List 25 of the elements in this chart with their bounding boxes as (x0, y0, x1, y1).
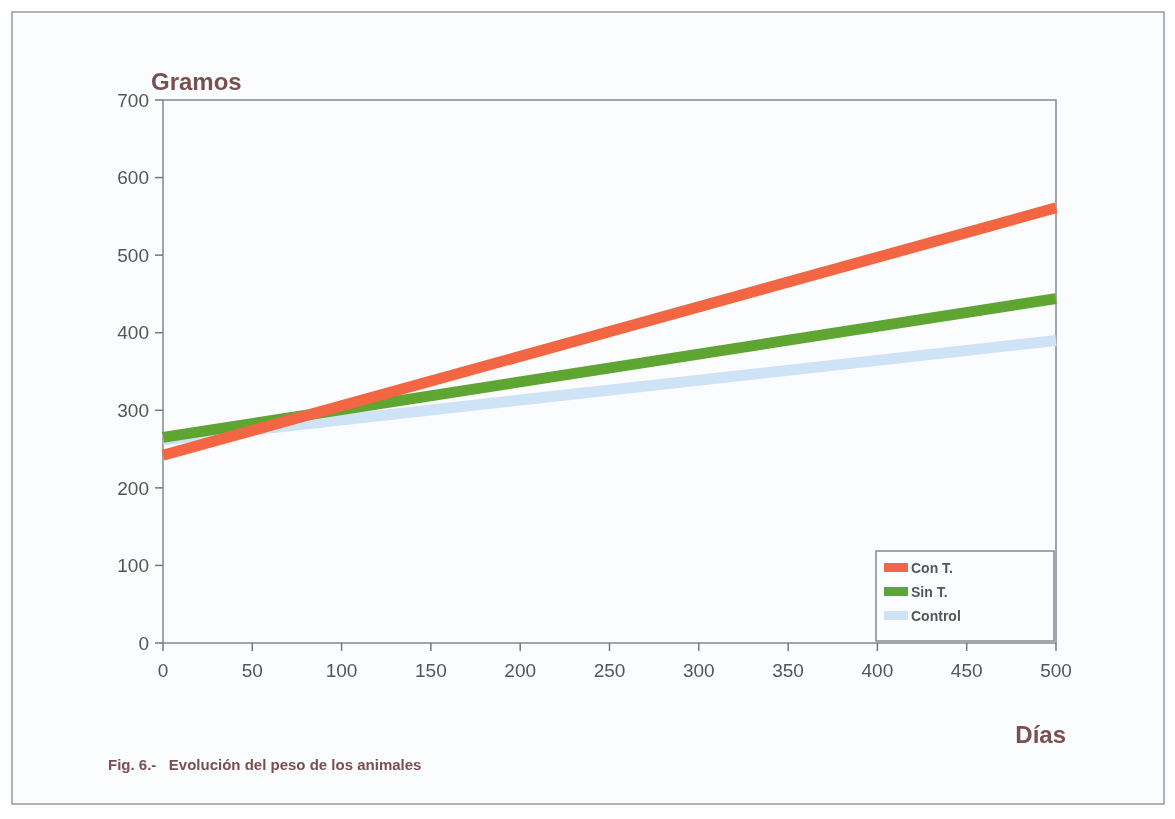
x-tick-label: 500 (1040, 660, 1072, 681)
x-tick-label: 200 (504, 660, 537, 681)
x-tick-label: 50 (241, 660, 263, 681)
x-tick-label: 150 (415, 660, 447, 681)
legend-label: Sin T. (911, 583, 948, 600)
x-tick-label: 350 (772, 660, 804, 681)
y-tick-label: 200 (117, 477, 149, 499)
x-tick-label: 450 (950, 660, 983, 681)
y-tick-label: 400 (117, 322, 149, 344)
x-tick-label: 300 (682, 660, 715, 681)
y-axis-title: Gramos (151, 68, 242, 95)
x-tick-label: 250 (593, 660, 626, 681)
x-tick-label: 0 (157, 660, 169, 681)
y-tick-label: 600 (117, 167, 149, 189)
y-tick-label: 100 (117, 555, 149, 577)
y-tick-label: 0 (138, 632, 149, 654)
x-tick-label: 100 (325, 660, 358, 681)
caption: Fig. 6.- Evolución del peso de los animales (108, 756, 422, 773)
legend-label: Con T. (911, 559, 953, 576)
y-tick-label: 700 (117, 89, 149, 111)
y-tick-label: 300 (117, 399, 149, 421)
x-tick-label: 400 (861, 660, 894, 681)
x-axis-title: Días (1015, 721, 1066, 748)
y-tick-label: 500 (117, 244, 149, 266)
legend-label: Control (911, 607, 961, 624)
